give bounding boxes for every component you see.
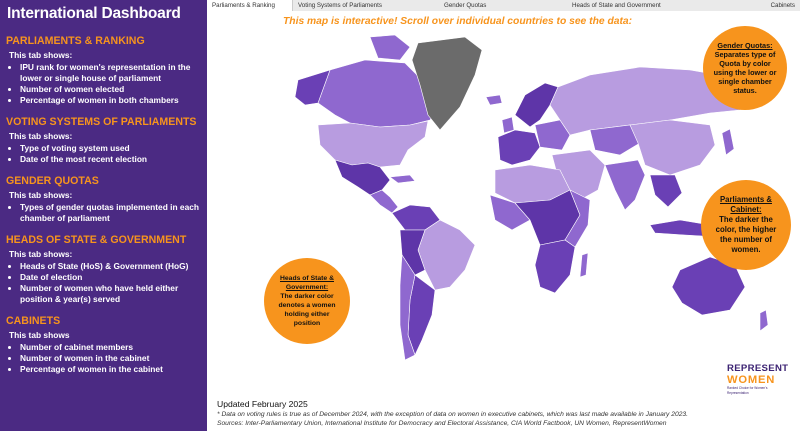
section-item-list: IPU rank for women's representation in t…: [5, 62, 207, 106]
tab-voting-systems-of-parliaments[interactable]: Voting Systems of Parliaments: [298, 2, 382, 9]
country-china: [629, 119, 716, 176]
callout-heads-of-state: Heads of State & Government: The darker …: [264, 258, 350, 344]
sidebar-section: CABINETS This tab shows Number of cabinet …: [5, 315, 207, 375]
logo-line-2: WOMEN: [727, 374, 776, 386]
country-central-america: [369, 189, 399, 214]
section-item: Percentage of women in the cabinet: [20, 364, 207, 375]
country-caribbean: [389, 174, 416, 184]
map-hint: This map is interactive! Scroll over ind…: [283, 16, 633, 27]
country-japan: [721, 128, 735, 156]
country-mexico: [334, 159, 391, 196]
country-southern-africa: [534, 239, 576, 294]
country-arctic-islands: [369, 34, 411, 61]
callout-parliaments-cabinet-body: The darker the color, the higher the num…: [715, 215, 777, 254]
country-greenland: [411, 36, 483, 131]
section-heading: VOTING SYSTEMS OF PARLIAMENTS: [6, 116, 197, 128]
tab-cabinets[interactable]: Cabinets: [770, 2, 795, 9]
section-heading: CABINETS: [6, 315, 61, 327]
section-list: PARLIAMENTS & RANKING This tab shows: IPU …: [5, 35, 207, 375]
dashboard-title: International Dashboard: [7, 5, 181, 22]
callout-parliaments-cabinet-heading: Parliaments & Cabinet:: [719, 195, 772, 214]
section-item: Date of election: [20, 272, 207, 283]
sidebar-section: VOTING SYSTEMS OF PARLIAMENTS This tab sh…: [5, 116, 207, 165]
tab-bar: Parliaments & Ranking Voting Systems of P…: [207, 0, 800, 11]
section-item-list: Types of gender quotas implemented in ea…: [5, 202, 207, 224]
section-item: Heads of State (HoS) & Government (HoG): [20, 261, 207, 272]
callout-heads-of-state-body: The darker color denotes a women holding…: [278, 293, 336, 327]
section-subheading: This tab shows: [9, 330, 70, 340]
section-item: Number of women who have held either pos…: [20, 283, 207, 305]
section-heading: HEADS OF STATE & GOVERNMENT: [6, 234, 187, 246]
section-item: Percentage of women in both chambers: [20, 95, 207, 106]
logo-tagline: Ranked Choice for Women's Representation: [727, 386, 768, 395]
sidebar: International Dashboard PARLIAMENTS & RA…: [0, 0, 207, 431]
country-usa: [317, 120, 429, 168]
country-uk-ireland: [501, 116, 515, 134]
section-heading: PARLIAMENTS & RANKING: [6, 35, 145, 47]
representwomen-logo: REPRESENT WOMEN Ranked Choice for Women'…: [727, 364, 789, 396]
country-iceland: [485, 94, 503, 106]
callout-gender-quotas-heading: Gender Quotas:: [717, 41, 773, 50]
callout-heads-of-state-heading: Heads of State & Government:: [279, 275, 334, 291]
tab-heads-of-state-and-government[interactable]: Heads of State and Government: [572, 2, 661, 9]
country-chile: [399, 254, 416, 361]
section-item: Number of women in the cabinet: [20, 353, 207, 364]
sidebar-section: HEADS OF STATE & GOVERNMENT This tab show…: [5, 234, 207, 305]
section-heading: GENDER QUOTAS: [6, 175, 99, 187]
section-item: Date of the most recent election: [20, 154, 207, 165]
section-item: Types of gender quotas implemented in ea…: [20, 202, 207, 224]
tab-gender-quotas[interactable]: Gender Quotas: [444, 2, 487, 9]
section-item-list: Heads of State (HoS) & Government (HoG)D…: [5, 261, 207, 305]
callout-gender-quotas: Gender Quotas: Separates type of Quota b…: [703, 26, 787, 110]
logo-line-1: REPRESENT: [727, 363, 789, 374]
section-item-list: Type of voting system usedDate of the mo…: [5, 143, 207, 165]
section-subheading: This tab shows:: [9, 190, 73, 200]
section-subheading: This tab shows:: [9, 249, 73, 259]
callout-parliaments-cabinet: Parliaments & Cabinet: The darker the co…: [701, 180, 791, 270]
callout-gender-quotas-body: Separates type of Quota by color using t…: [713, 50, 777, 95]
section-item: IPU rank for women's representation in t…: [20, 62, 207, 84]
section-item-list: Number of cabinet membersNumber of women…: [5, 342, 207, 375]
country-india: [604, 159, 646, 211]
section-subheading: This tab shows:: [9, 131, 73, 141]
country-eastern-europe: [534, 119, 571, 151]
country-central-asia: [589, 124, 641, 156]
country-madagascar: [579, 252, 589, 278]
section-item: Number of women elected: [20, 84, 207, 95]
country-west-africa: [489, 194, 531, 231]
footnote: * Data on voting rules is true as of Dec…: [217, 411, 688, 418]
sidebar-section: GENDER QUOTAS This tab shows: Types of gen…: [5, 175, 207, 224]
country-southeast-asia: [649, 174, 683, 208]
sidebar-section: PARLIAMENTS & RANKING This tab shows: IPU …: [5, 35, 207, 106]
tab-parliaments-ranking[interactable]: Parliaments & Ranking: [207, 0, 293, 11]
country-brazil: [417, 219, 476, 291]
section-subheading: This tab shows:: [9, 50, 73, 60]
country-canada: [317, 59, 441, 128]
updated-date: Updated February 2025: [217, 399, 308, 409]
section-item: Type of voting system used: [20, 143, 207, 154]
country-new-zealand: [759, 309, 769, 332]
country-alaska: [294, 69, 331, 106]
country-western-europe: [497, 129, 541, 166]
sources-note: Sources: Inter-Parliamentary Union, Inte…: [217, 420, 667, 427]
section-item: Number of cabinet members: [20, 342, 207, 353]
